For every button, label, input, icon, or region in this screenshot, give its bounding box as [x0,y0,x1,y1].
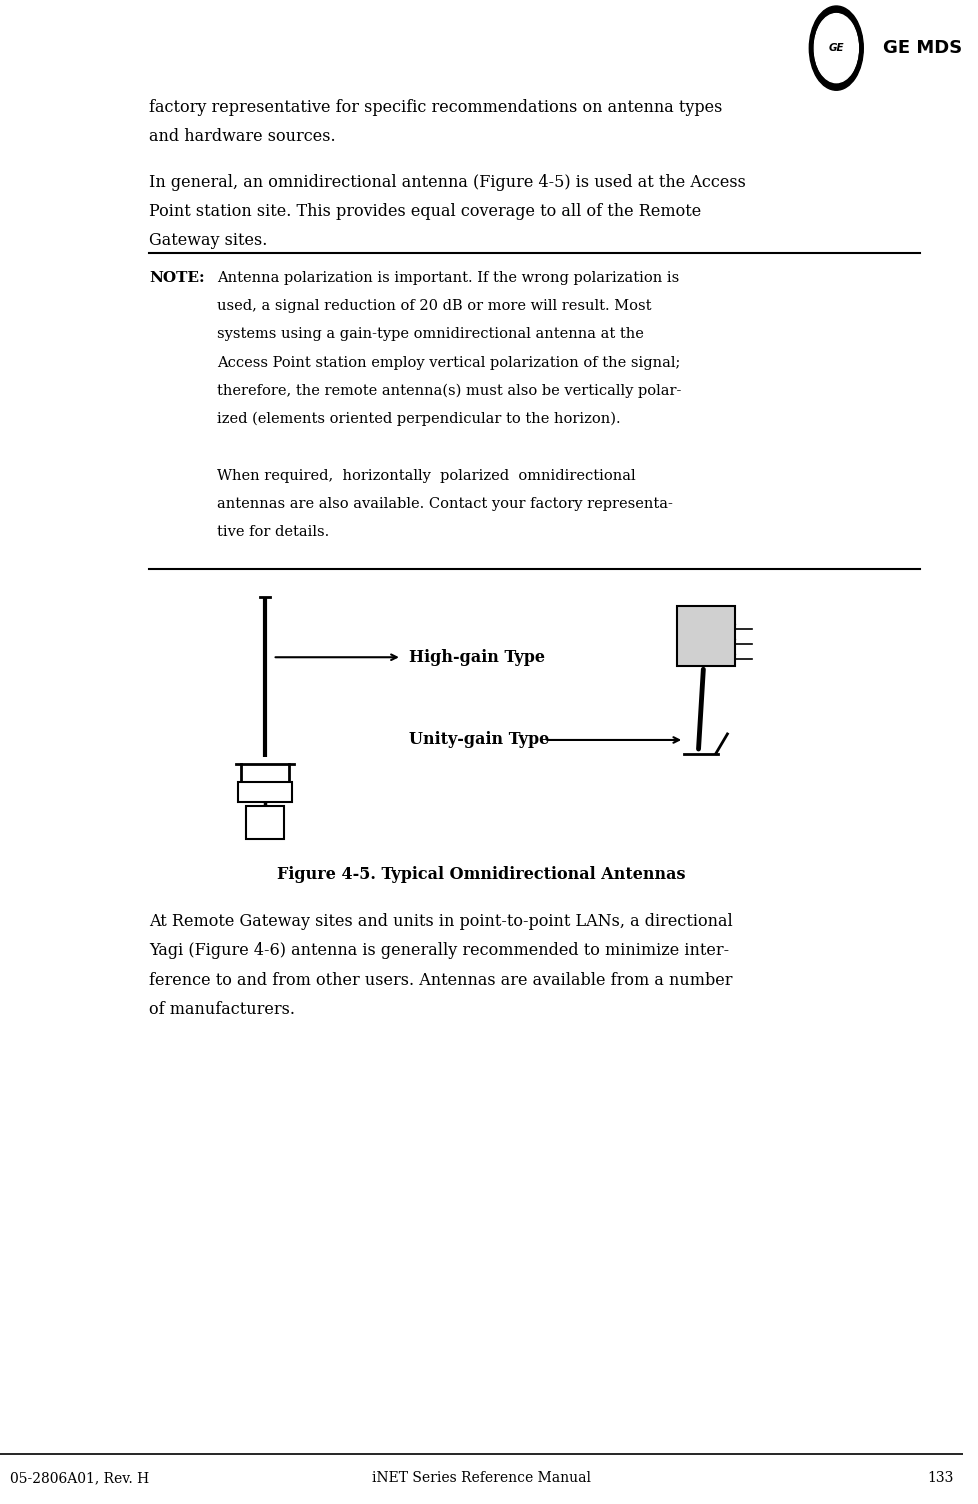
Text: Unity-gain Type: Unity-gain Type [409,731,550,749]
Text: GE MDS: GE MDS [881,39,960,57]
Text: systems using a gain-type omnidirectional antenna at the: systems using a gain-type omnidirectiona… [216,328,643,341]
Text: factory representative for specific recommendations on antenna types: factory representative for specific reco… [150,99,722,116]
Text: ized (elements oriented perpendicular to the horizon).: ized (elements oriented perpendicular to… [216,412,620,427]
Text: 133: 133 [926,1471,953,1484]
Text: NOTE:: NOTE: [150,271,204,284]
Text: 05-2806A01, Rev. H: 05-2806A01, Rev. H [10,1471,149,1484]
Text: and hardware sources.: and hardware sources. [150,128,335,144]
Text: In general, an omnidirectional antenna (Figure 4-5) is used at the Access: In general, an omnidirectional antenna (… [150,174,745,191]
Text: Gateway sites.: Gateway sites. [150,232,267,248]
Text: Access Point station employ vertical polarization of the signal;: Access Point station employ vertical pol… [216,355,680,370]
Text: Antenna polarization is important. If the wrong polarization is: Antenna polarization is important. If th… [216,271,679,284]
Text: iNET Series Reference Manual: iNET Series Reference Manual [372,1471,591,1484]
Circle shape [809,6,863,90]
Text: antennas are also available. Contact your factory representa-: antennas are also available. Contact you… [216,496,672,511]
Text: ference to and from other users. Antennas are available from a number: ference to and from other users. Antenna… [150,972,733,988]
Text: of manufacturers.: of manufacturers. [150,1002,295,1018]
Text: Yagi (Figure 4-6) antenna is generally recommended to minimize inter-: Yagi (Figure 4-6) antenna is generally r… [150,942,729,960]
Text: Figure 4-5. Typical Omnidirectional Antennas: Figure 4-5. Typical Omnidirectional Ante… [277,866,686,883]
Text: therefore, the remote antenna(s) must also be vertically polar-: therefore, the remote antenna(s) must al… [216,384,681,399]
Bar [677,606,734,666]
Bar [245,806,284,839]
Text: tive for details.: tive for details. [216,525,329,540]
Bar [238,782,291,802]
Text: used, a signal reduction of 20 dB or more will result. Most: used, a signal reduction of 20 dB or mor… [216,299,650,313]
Text: GE: GE [827,44,843,53]
Text: Point station site. This provides equal coverage to all of the Remote: Point station site. This provides equal … [150,203,701,220]
Circle shape [814,14,858,83]
Text: High-gain Type: High-gain Type [409,648,545,666]
Text: At Remote Gateway sites and units in point-to-point LANs, a directional: At Remote Gateway sites and units in poi… [150,913,733,929]
Text: When required,  horizontally  polarized  omnidirectional: When required, horizontally polarized om… [216,469,635,483]
